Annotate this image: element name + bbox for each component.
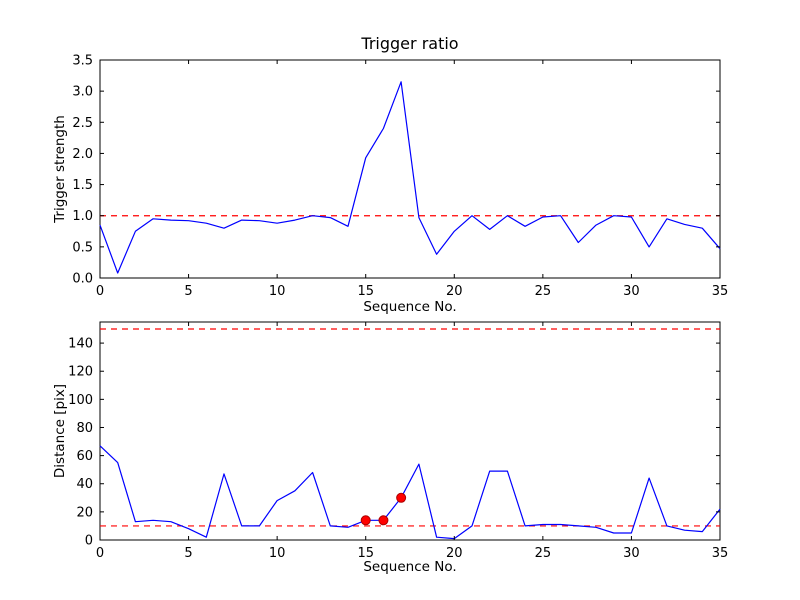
x-tick-label: 0: [96, 284, 104, 299]
y-tick-label: 3.0: [72, 85, 93, 100]
x-tick-label: 20: [446, 546, 463, 561]
event-marker: [378, 515, 389, 526]
y-tick-label: 20: [76, 505, 93, 520]
y-tick-label: 1.5: [72, 178, 93, 193]
x-tick-label: 25: [535, 284, 552, 299]
axes-frame: [99, 321, 721, 541]
y-tick-label: 140: [68, 337, 93, 352]
y-tick-label: 40: [76, 477, 93, 492]
y-tick-label: 1.0: [72, 209, 93, 224]
series-distance: [99, 445, 721, 540]
top-x-axis-label: Sequence No.: [363, 299, 457, 315]
series-trigger-strength: [99, 81, 721, 274]
y-tick-label: 0.0: [72, 272, 93, 287]
y-tick-label: 120: [68, 365, 93, 380]
x-tick-label: 15: [357, 546, 374, 561]
y-tick-label: 60: [76, 449, 93, 464]
distance-plot: 0 5 10 15 20 25 30 35 0 20 40 60 80 100 120 140: [68, 321, 729, 561]
x-tick-label: 5: [184, 546, 192, 561]
trigger-ratio-plot: 0 5 10 15 20 25 30 35 0.0 0.5 1.0 1.5 2.0 2.5 3.0 3.5: [72, 54, 728, 300]
y-tick-label: 3.5: [72, 54, 93, 69]
event-marker: [360, 515, 371, 526]
x-tick-label: 10: [269, 284, 286, 299]
y-tick-label: 2.5: [72, 116, 93, 131]
x-tick-label: 30: [623, 284, 640, 299]
x-tick-label: 10: [269, 546, 286, 561]
chart-title: Trigger ratio: [361, 34, 459, 53]
axes-frame: [99, 59, 721, 279]
x-tick-label: 5: [184, 284, 192, 299]
y-tick-label: 0.5: [72, 240, 93, 255]
y-tick-label: 100: [68, 393, 93, 408]
x-tick-label: 35: [712, 284, 729, 299]
x-tick-label: 35: [712, 546, 729, 561]
y-tick-label: 80: [76, 421, 93, 436]
bottom-y-axis-label: Distance [pix]: [52, 383, 68, 479]
x-tick-label: 15: [357, 284, 374, 299]
x-tick-label: 30: [623, 546, 640, 561]
x-tick-label: 0: [96, 546, 104, 561]
top-y-axis-label: Trigger strength: [52, 115, 68, 223]
y-tick-label: 0: [85, 534, 93, 549]
x-tick-label: 20: [446, 284, 463, 299]
bottom-x-axis-label: Sequence No.: [363, 559, 457, 575]
x-tick-label: 25: [535, 546, 552, 561]
y-tick-label: 2.0: [72, 147, 93, 162]
event-marker: [396, 492, 407, 503]
